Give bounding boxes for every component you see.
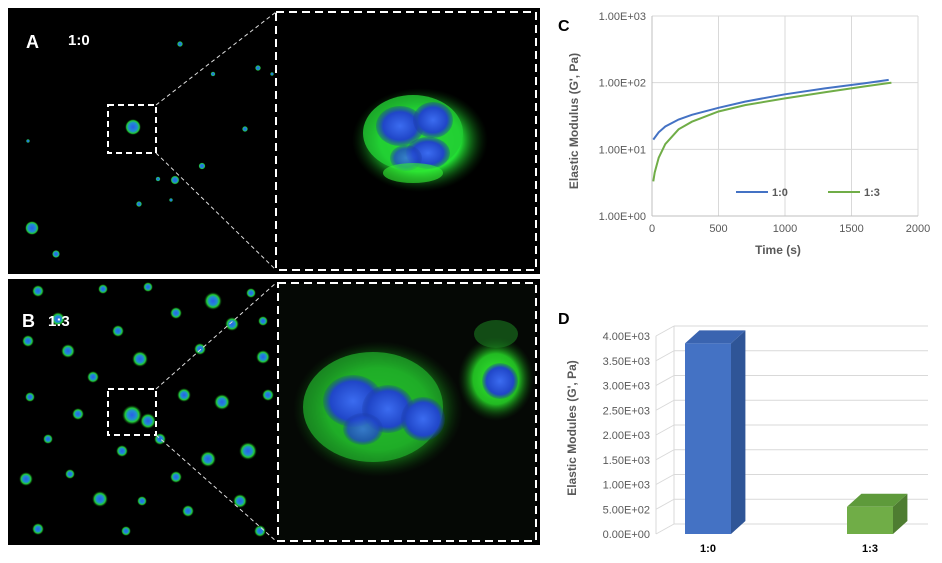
chart-c-series-1-3 <box>652 81 892 182</box>
chart-d-ylabel: Elastic Modules (G', Pa) <box>565 360 579 496</box>
selection-box-b <box>107 388 157 436</box>
chart-d-ytick: 2.00E+03 <box>603 430 650 442</box>
chart-d-ytick: 1.00E+03 <box>603 480 650 492</box>
chart-d-ytick: 5.00E+02 <box>603 504 650 516</box>
chart-c-ytick: 1.00E+03 <box>599 11 646 23</box>
bar-1-0-side <box>731 330 746 534</box>
bar-1-3-top <box>847 493 908 507</box>
chart-c-svg: 0 500 1000 1500 2000 1.00E+00 1.00E+01 1.00E+02… <box>567 11 930 257</box>
chart-c-xtick: 0 <box>649 223 655 235</box>
chart-d-hgrid-depth <box>655 449 675 461</box>
chart-d-hgrid-depth <box>655 523 675 535</box>
panel-a-micrograph: A 1:0 <box>8 8 540 274</box>
chart-d-ytick: 2.50E+03 <box>603 405 650 417</box>
chart-d-hgrid-depth <box>655 424 675 436</box>
legend-label: 1:0 <box>772 187 788 199</box>
panel-b-micrograph: B 1:3 <box>8 279 540 545</box>
panel-ratio-b: 1:3 <box>48 313 70 330</box>
chart-c-xtick: 500 <box>709 223 727 235</box>
chart-c-xlabel: Time (s) <box>755 243 801 257</box>
bar-1-0-top <box>685 330 746 344</box>
chart-d-ytick: 3.00E+03 <box>603 381 650 393</box>
zoomed-cells-b <box>293 320 534 477</box>
chart-c-ylabel: Elastic Modulus (G', Pa) <box>567 53 581 189</box>
chart-d-svg: 0.00E+00 5.00E+02 1.00E+03 1.50E+03 2.00E+03… <box>565 325 928 555</box>
chart-d-category-label: 1:0 <box>700 543 716 555</box>
panel-a-image <box>25 11 537 271</box>
panel-letter-c: C <box>558 18 570 35</box>
chart-d-ytick: 0.00E+00 <box>603 529 650 541</box>
chart-d-hgrid-depth <box>655 375 675 386</box>
bar-1-3-side <box>893 493 908 534</box>
legend-label: 1:3 <box>864 187 880 199</box>
chart-c-line: 0 500 1000 1500 2000 1.00E+00 1.00E+01 1.00E+02… <box>560 6 940 264</box>
chart-c-xtick: 1000 <box>773 223 797 235</box>
bar-1-0 <box>685 343 731 534</box>
chart-d-category-label: 1:3 <box>862 543 878 555</box>
chart-c-ytick: 1.00E+00 <box>599 211 646 223</box>
chart-c-xtick: 2000 <box>906 223 930 235</box>
bar-1-3 <box>847 506 893 534</box>
panel-b-image <box>19 282 537 542</box>
small-cells-b <box>19 282 274 537</box>
panel-letter-b: B <box>22 311 35 331</box>
panel-letter-a: A <box>26 32 39 52</box>
chart-d-ytick: 4.00E+03 <box>603 331 650 343</box>
chart-c-ytick: 1.00E+01 <box>599 144 646 156</box>
chart-c-xtick: 1500 <box>839 223 863 235</box>
chart-d-ytick: 1.50E+03 <box>603 455 650 467</box>
panel-letter-d: D <box>558 311 570 328</box>
chart-d-hgrid-depth <box>655 498 675 510</box>
chart-d-bar: 0.00E+00 5.00E+02 1.00E+03 1.50E+03 2.00E+03… <box>560 318 940 561</box>
chart-c-series-1-0 <box>652 78 889 141</box>
panel-ratio-a: 1:0 <box>68 32 90 49</box>
chart-d-hgrid-depth <box>655 399 675 411</box>
selection-box-a <box>107 104 157 154</box>
chart-d-ytick: 3.50E+03 <box>603 356 650 368</box>
chart-c-ytick: 1.00E+02 <box>599 78 646 90</box>
zoomed-cell-a <box>352 88 488 192</box>
chart-d-hgrid-depth <box>655 325 675 337</box>
chart-d-hgrid-depth <box>655 350 675 362</box>
small-cells-a <box>25 41 274 258</box>
chart-d-hgrid-depth <box>655 474 675 485</box>
